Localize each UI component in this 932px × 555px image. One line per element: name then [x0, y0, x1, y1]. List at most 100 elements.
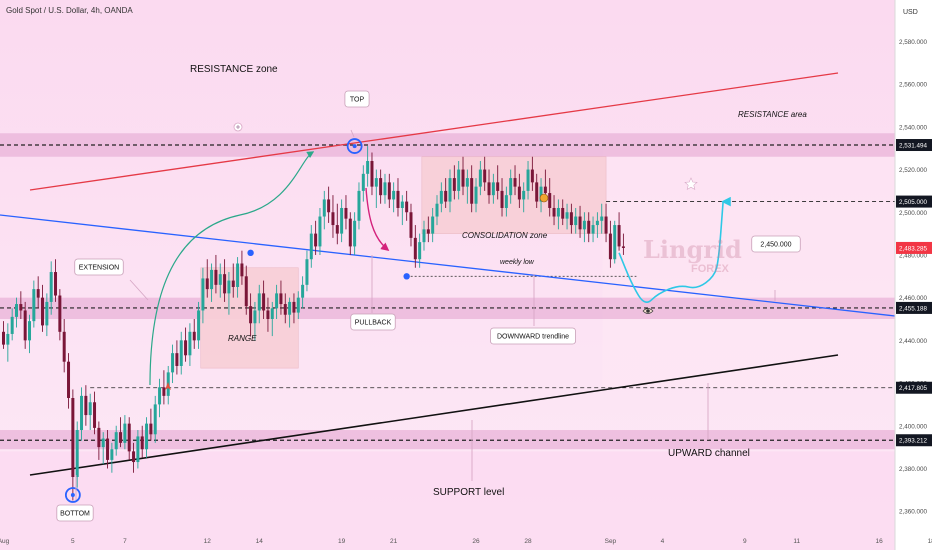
candle-body [275, 293, 279, 309]
candle-body [162, 387, 166, 396]
candle-body [591, 225, 595, 234]
candle-body [400, 201, 404, 208]
x-tick-label: Sep [605, 538, 617, 545]
price-axis-background [895, 0, 932, 550]
candle-body [240, 263, 244, 277]
x-tick-label: 18 [928, 538, 932, 545]
x-tick-label: 21 [390, 538, 398, 545]
y-tick-label: 2,480.000 [899, 252, 928, 259]
candle-body [153, 404, 157, 435]
price-tag-label: 2,483.285 [899, 245, 928, 252]
candle-body [54, 272, 58, 296]
resistance-channel-line [29, 72, 839, 191]
candle-body [608, 233, 612, 260]
resistance-zone-label: RESISTANCE zone [190, 64, 278, 75]
chart-header: Gold Spot / U.S. Dollar, 4h, OANDA [6, 6, 133, 15]
candle-body [296, 297, 300, 313]
candle-body [331, 212, 335, 226]
price-tag-label: 2,393.212 [899, 438, 928, 445]
candle-body [396, 190, 400, 208]
candle-body [188, 331, 192, 356]
x-tick-label: Aug [0, 538, 10, 545]
price-tag [896, 195, 932, 208]
candle-body [136, 436, 140, 463]
candle-body [62, 331, 66, 362]
candle-body [23, 310, 27, 341]
top-marker-dot [352, 144, 357, 149]
candle-body [192, 331, 196, 341]
candle-body [418, 242, 422, 260]
extension-arrow [149, 151, 315, 386]
candle-body [75, 430, 79, 477]
candle-body [439, 190, 443, 204]
candle-body [19, 304, 23, 311]
candle-body [253, 310, 257, 324]
callout-pointer [350, 129, 355, 138]
pullback-label: PULLBACK [355, 320, 392, 327]
candle-body [613, 225, 617, 260]
x-tick-label: 28 [524, 538, 532, 545]
candle-body [621, 246, 625, 248]
candle-body [470, 178, 474, 204]
downward-trendline [0, 214, 896, 317]
candle-body [171, 353, 175, 373]
candle-body [448, 178, 452, 202]
candle-body [279, 293, 283, 305]
y-tick-label: 2,540.000 [899, 124, 928, 131]
extension-label: EXTENSION [79, 265, 119, 272]
trendline-touch-dot [247, 249, 254, 257]
candle-body [426, 229, 430, 234]
downward-trendline-label: DOWNWARD trendline [497, 334, 569, 341]
candle-body [179, 340, 183, 366]
x-tick-label: 12 [204, 538, 212, 545]
candle-body [231, 280, 235, 287]
candle-body [582, 220, 586, 230]
candle-body [409, 212, 413, 238]
candle-body [340, 207, 344, 234]
candle-body [487, 182, 491, 196]
candle-body [140, 436, 144, 450]
candle-body [205, 278, 209, 290]
y-tick-label: 2,560.000 [899, 82, 928, 89]
candle-body [578, 216, 582, 230]
candle-body [452, 178, 456, 191]
candle-body [305, 259, 309, 285]
candle-body [149, 423, 153, 435]
resistance-band [0, 133, 895, 157]
y-tick-label: 2,360.000 [899, 509, 928, 516]
x-tick-label: 7 [123, 538, 127, 545]
candle-body [45, 301, 49, 326]
candle-body [552, 207, 556, 217]
price-tag-label: 2,505.000 [899, 199, 928, 206]
candle-body [491, 182, 495, 196]
candle-body [379, 178, 383, 196]
candle-body [496, 182, 500, 191]
candle-body [604, 216, 608, 234]
candle-body [392, 190, 396, 200]
candle-body [10, 316, 14, 334]
candle-body [266, 310, 270, 320]
y-tick-label: 2,520.000 [899, 167, 928, 174]
candle-body [478, 169, 482, 187]
candle-body [387, 182, 391, 200]
watermark-sub: FOREX [691, 263, 729, 275]
price-tag [896, 139, 932, 152]
candle-body [201, 278, 205, 311]
extension-label-box [74, 258, 124, 276]
range-label: RANGE [228, 334, 257, 343]
price-tag [896, 301, 932, 314]
candle-body [223, 274, 227, 294]
candle-body [539, 186, 543, 202]
candle-body [522, 190, 526, 200]
candle-body [530, 169, 534, 183]
candle-body [288, 301, 292, 315]
resistance-area-label: RESISTANCE area [738, 110, 807, 119]
candle-body [132, 451, 136, 463]
candle-body [270, 308, 274, 320]
pullback-arrow [365, 187, 390, 252]
candle-body [509, 178, 513, 196]
price-tag-label: 2,417.805 [899, 385, 928, 392]
bottom-marker-dot [70, 492, 75, 497]
